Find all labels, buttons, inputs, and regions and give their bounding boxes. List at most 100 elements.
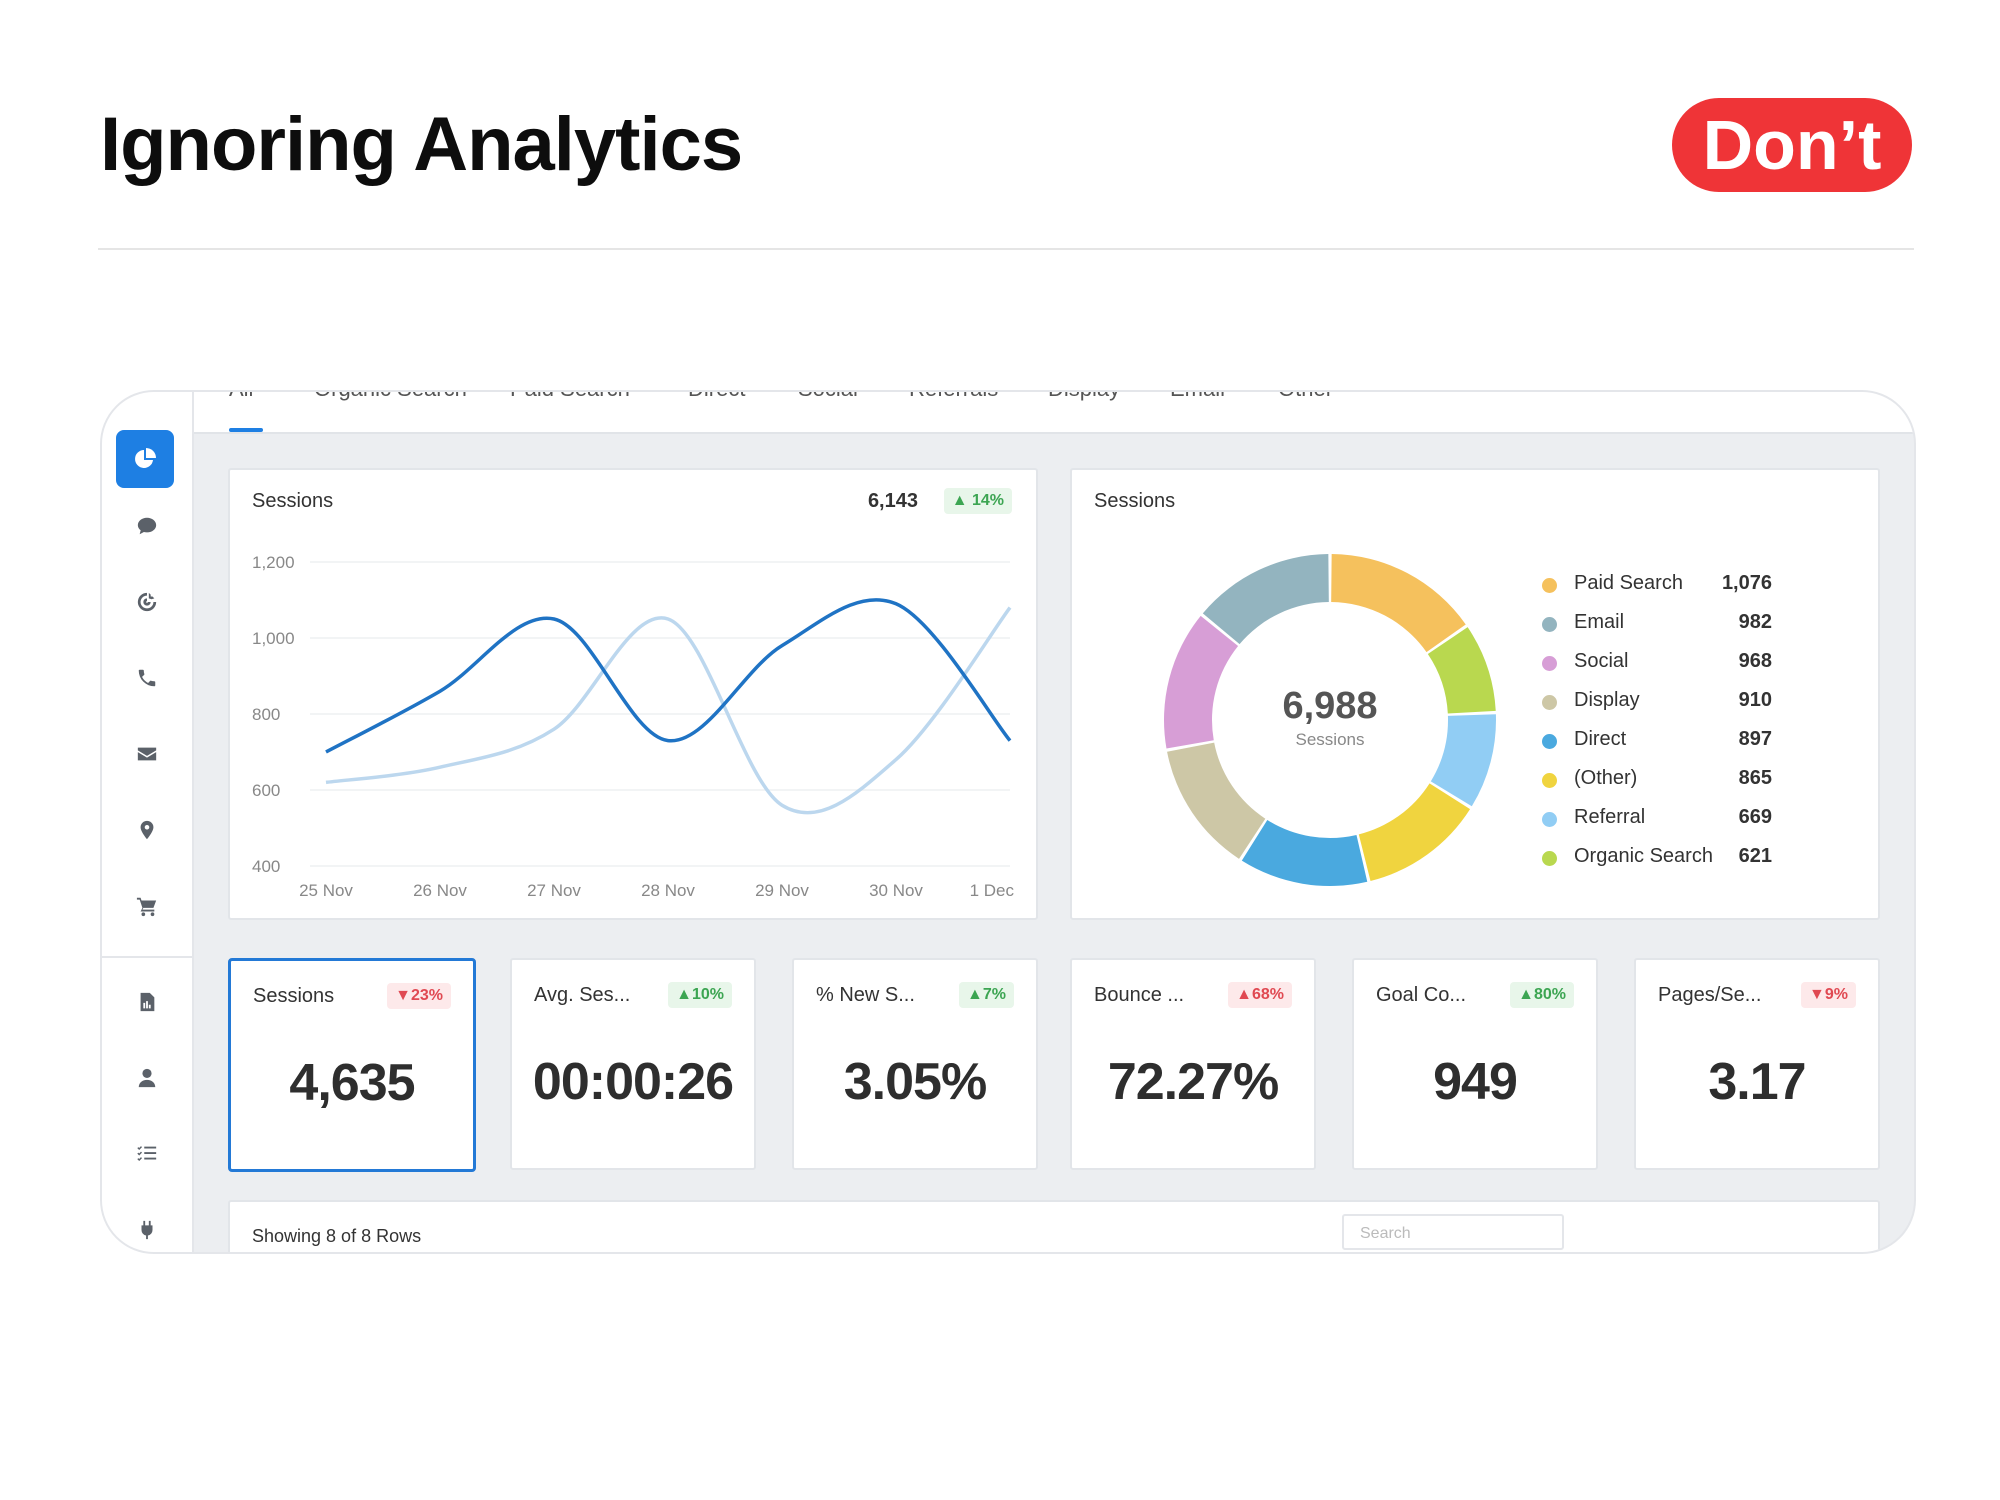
- legend-label: Email: [1574, 611, 1625, 633]
- metric-label: Goal Co...: [1376, 984, 1467, 1006]
- metric-label: Pages/Se...: [1658, 984, 1762, 1006]
- tab-organic-search[interactable]: Organic Search: [314, 392, 467, 402]
- user-icon: [138, 1068, 156, 1088]
- donut-slice-referral[interactable]: [1430, 714, 1496, 807]
- active-tab-indicator: [229, 428, 263, 432]
- legend-value: 910: [1738, 689, 1772, 711]
- metric-value: 4,635: [289, 1054, 415, 1112]
- legend-swatch: [1542, 812, 1557, 827]
- sidebar: [102, 392, 194, 1252]
- metric-change-badge: ▲68%: [1228, 982, 1292, 1008]
- traffic-source-tabs: All Organic Search Paid Search Direct So…: [194, 392, 1914, 434]
- sidebar-item-mail[interactable]: [102, 734, 192, 774]
- sidebar-item-target[interactable]: [102, 582, 192, 622]
- legend-value: 1,076: [1721, 572, 1772, 594]
- tab-social[interactable]: Social: [798, 392, 858, 402]
- y-tick-label: 400: [252, 857, 280, 876]
- y-tick-label: 600: [252, 781, 280, 800]
- legend-swatch: [1542, 734, 1557, 749]
- page-title: Ignoring Analytics: [100, 102, 743, 187]
- metric-tile[interactable]: Pages/Se... ▼9% 3.17: [1634, 958, 1880, 1170]
- metric-value: 3.17: [1708, 1053, 1806, 1111]
- tab-display[interactable]: Display: [1048, 392, 1120, 402]
- metric-tile[interactable]: Sessions ▼23% 4,635: [228, 958, 476, 1172]
- x-tick-label: 27 Nov: [527, 881, 581, 900]
- donut-slice-organic-search[interactable]: [1427, 627, 1496, 714]
- phone-icon: [138, 669, 156, 687]
- sessions-line-chart: 1,200 1,000 800 600 400 25 Nov 26 Nov 27 Nov 28 …: [252, 553, 1014, 900]
- sources-table-card: Showing 8 of 8 Rows Search: [228, 1200, 1880, 1252]
- plug-icon: [141, 1220, 153, 1240]
- metric-label: Avg. Ses...: [534, 984, 631, 1006]
- tab-referrals[interactable]: Referrals: [909, 392, 998, 402]
- donut-slice-social[interactable]: [1164, 615, 1239, 749]
- metric-change-badge: ▲10%: [668, 982, 732, 1008]
- metric-tile[interactable]: Goal Co... ▲80% 949: [1352, 958, 1598, 1170]
- donut-slice-email[interactable]: [1202, 554, 1329, 645]
- metric-label: Sessions: [253, 985, 335, 1007]
- sidebar-item-integrations[interactable]: [102, 1210, 192, 1250]
- y-tick-label: 1,200: [252, 553, 295, 572]
- table-search-input[interactable]: Search: [1342, 1214, 1564, 1250]
- metric-tile[interactable]: Avg. Ses... ▲10% 00:00:26: [510, 958, 756, 1170]
- table-row-count: Showing 8 of 8 Rows: [252, 1226, 422, 1246]
- legend-label: Social: [1574, 650, 1629, 672]
- metric-change-badge: ▼9%: [1801, 982, 1856, 1008]
- legend-swatch: [1542, 617, 1557, 632]
- sidebar-divider: [102, 956, 192, 958]
- metric-tile[interactable]: % New S... ▲7% 3.05%: [792, 958, 1038, 1170]
- donut-slice-display[interactable]: [1167, 742, 1266, 859]
- metric-tile[interactable]: Bounce ... ▲68% 72.27%: [1070, 958, 1316, 1170]
- dont-badge: Don’t: [1672, 98, 1912, 192]
- legend-swatch: [1542, 656, 1557, 671]
- legend-label: Referral: [1574, 806, 1646, 828]
- metric-change-badge: ▼23%: [387, 983, 451, 1009]
- document-icon: [140, 992, 155, 1012]
- metric-value: 3.05%: [843, 1053, 987, 1111]
- donut-slice-direct[interactable]: [1241, 819, 1368, 886]
- sidebar-item-dashboard[interactable]: [116, 430, 174, 488]
- location-icon: [140, 820, 154, 840]
- donut-card-title: Sessions: [1094, 490, 1176, 512]
- tab-paid-search[interactable]: Paid Search: [510, 392, 630, 402]
- y-tick-label: 1,000: [252, 629, 295, 648]
- sidebar-item-user[interactable]: [102, 1058, 192, 1098]
- sidebar-item-list[interactable]: [102, 1134, 192, 1174]
- metric-value: 72.27%: [1107, 1053, 1279, 1111]
- x-tick-label: 25 Nov: [299, 881, 353, 900]
- dashboard-screenshot: All Organic Search Paid Search Direct So…: [100, 390, 1916, 1254]
- sessions-total: 6,143: [867, 490, 918, 512]
- tab-direct[interactable]: Direct: [688, 392, 745, 402]
- sessions-donut-chart: 6,988 Sessions: [1164, 554, 1496, 886]
- sidebar-item-reports[interactable]: [102, 982, 192, 1022]
- sidebar-item-chat[interactable]: [102, 506, 192, 546]
- donut-slice-other[interactable]: [1358, 783, 1471, 881]
- metric-change-badge: ▲7%: [959, 982, 1014, 1008]
- metric-change-badge: ▲80%: [1510, 982, 1574, 1008]
- legend-label: Display: [1574, 689, 1640, 711]
- legend-swatch: [1542, 695, 1557, 710]
- legend-label: Organic Search: [1574, 845, 1713, 867]
- legend-value: 897: [1738, 728, 1772, 750]
- mail-icon: [137, 747, 157, 761]
- legend-swatch: [1542, 578, 1557, 593]
- series-line-previous: [325, 606, 1012, 815]
- tab-other[interactable]: Other: [1278, 392, 1333, 402]
- metric-value: 00:00:26: [532, 1053, 734, 1111]
- y-tick-label: 800: [252, 705, 280, 724]
- tab-email[interactable]: Email: [1170, 392, 1225, 402]
- metric-label: Bounce ...: [1094, 984, 1185, 1006]
- donut-center-value: 6,988: [1282, 685, 1377, 727]
- x-tick-label: 30 Nov: [869, 881, 923, 900]
- sidebar-item-phone[interactable]: [102, 658, 192, 698]
- donut-slice-paid-search[interactable]: [1331, 554, 1466, 653]
- sidebar-item-location[interactable]: [102, 810, 192, 850]
- chat-icon: [137, 517, 157, 535]
- tab-all[interactable]: All: [229, 392, 253, 402]
- sidebar-item-cart[interactable]: [102, 886, 192, 926]
- cart-icon: [136, 897, 157, 917]
- legend-swatch: [1542, 773, 1557, 788]
- divider: [98, 248, 1914, 250]
- legend-label: Direct: [1574, 728, 1627, 750]
- legend-value: 621: [1738, 845, 1772, 867]
